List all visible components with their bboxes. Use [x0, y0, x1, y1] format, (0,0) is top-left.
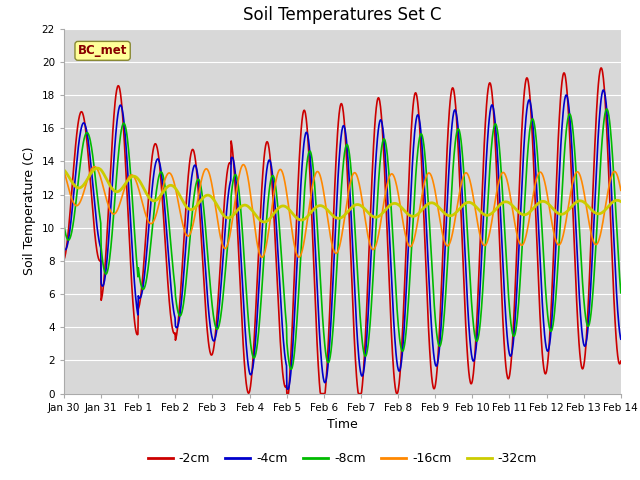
-4cm [502, 316, 509, 322]
-16cm [617, 187, 625, 193]
Y-axis label: Soil Temperature (C): Soil Temperature (C) [23, 147, 36, 276]
-2cm [283, 391, 291, 396]
Line: -32cm: -32cm [64, 168, 621, 222]
Text: BC_met: BC_met [78, 44, 127, 57]
-8cm [287, 366, 295, 372]
-32cm [60, 167, 68, 173]
-2cm [246, 386, 254, 392]
-32cm [246, 206, 254, 212]
-32cm [171, 184, 179, 190]
-8cm [246, 336, 254, 342]
Title: Soil Temperatures Set C: Soil Temperatures Set C [243, 6, 442, 24]
-4cm [600, 87, 607, 93]
-2cm [170, 331, 178, 336]
-32cm [552, 208, 559, 214]
-8cm [184, 260, 191, 265]
-32cm [260, 219, 268, 225]
-2cm [184, 178, 191, 184]
-32cm [93, 165, 101, 171]
-2cm [60, 257, 68, 263]
-8cm [551, 304, 559, 310]
-16cm [258, 254, 266, 260]
-16cm [246, 192, 254, 197]
Line: -16cm: -16cm [64, 165, 621, 257]
-8cm [170, 278, 178, 284]
-8cm [502, 250, 509, 256]
-32cm [429, 200, 437, 206]
-16cm [552, 236, 559, 242]
-4cm [60, 246, 68, 252]
-2cm [597, 65, 605, 71]
-4cm [184, 216, 191, 221]
-32cm [502, 199, 510, 204]
-16cm [60, 168, 68, 174]
-16cm [184, 233, 191, 239]
-4cm [429, 346, 437, 351]
-16cm [170, 180, 178, 186]
-2cm [551, 213, 559, 219]
Line: -4cm: -4cm [64, 90, 621, 389]
-4cm [617, 336, 625, 342]
-8cm [603, 106, 611, 112]
-16cm [502, 175, 510, 180]
Line: -8cm: -8cm [64, 109, 621, 369]
-2cm [502, 364, 509, 370]
-8cm [60, 223, 68, 228]
-4cm [284, 386, 291, 392]
-2cm [429, 384, 437, 390]
Legend: -2cm, -4cm, -8cm, -16cm, -32cm: -2cm, -4cm, -8cm, -16cm, -32cm [143, 447, 542, 470]
-32cm [184, 205, 192, 211]
-4cm [551, 261, 559, 267]
-2cm [617, 358, 625, 364]
Line: -2cm: -2cm [64, 68, 621, 394]
-16cm [429, 180, 437, 186]
-4cm [246, 372, 254, 377]
-8cm [429, 285, 437, 291]
-16cm [240, 162, 248, 168]
-8cm [617, 290, 625, 296]
X-axis label: Time: Time [327, 418, 358, 431]
-32cm [617, 199, 625, 204]
-4cm [170, 312, 178, 317]
